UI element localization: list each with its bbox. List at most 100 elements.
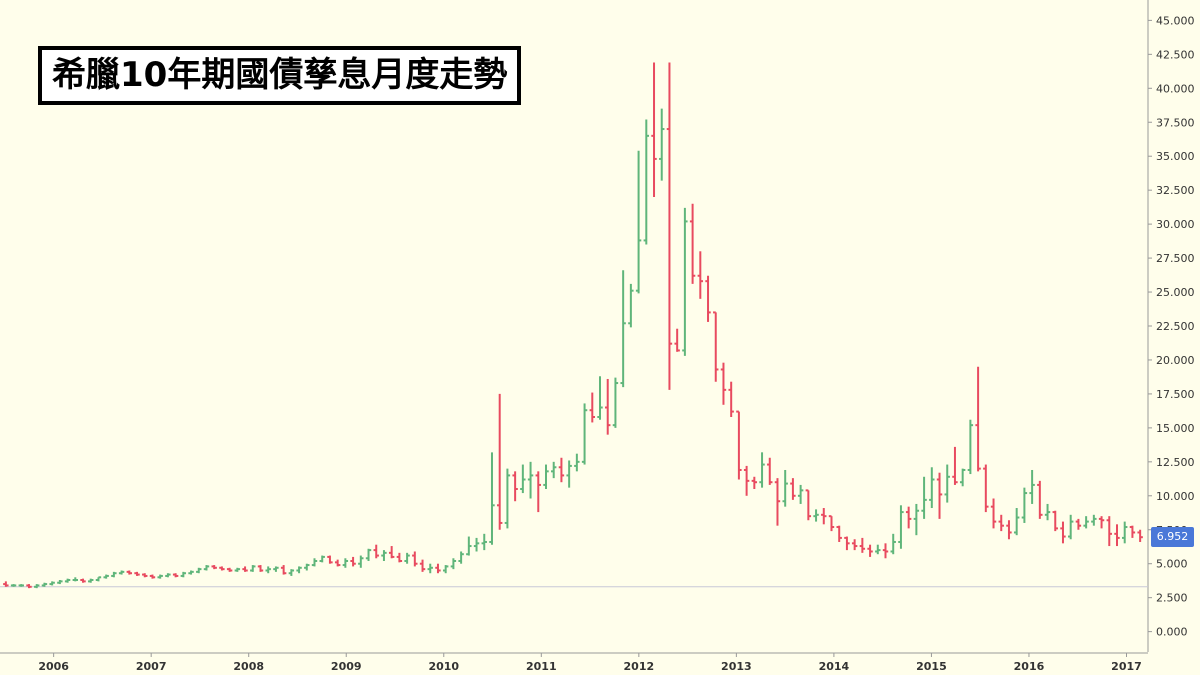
ohlc-bar	[628, 283, 634, 328]
x-tick-label: 2012	[624, 660, 655, 673]
x-tick-label: 2017	[1111, 660, 1142, 673]
ohlc-bar	[1067, 514, 1074, 540]
ohlc-bar	[867, 544, 873, 557]
ohlc-bar	[1013, 508, 1020, 536]
ohlc-bar	[851, 539, 858, 551]
y-tick-label: 32.500	[1156, 184, 1195, 197]
ohlc-bar	[257, 565, 264, 572]
ohlc-bar	[142, 573, 148, 578]
ohlc-bar	[342, 558, 349, 568]
y-tick-label: 30.000	[1156, 218, 1195, 231]
ohlc-bar	[551, 461, 557, 479]
x-tick-label: 2008	[233, 660, 264, 673]
x-tick-label: 2011	[526, 660, 557, 673]
ohlc-bar	[797, 484, 804, 504]
x-tick-label: 2006	[38, 660, 69, 673]
ohlc-bar	[743, 465, 750, 496]
ohlc-bar	[196, 567, 202, 574]
ohlc-bar	[1137, 529, 1143, 542]
ohlc-bar	[574, 453, 580, 472]
ohlc-bar	[882, 543, 889, 559]
ohlc-bar	[180, 571, 187, 578]
ohlc-bar	[558, 457, 565, 483]
ohlc-bar	[998, 514, 1004, 532]
ohlc-bar	[188, 570, 194, 575]
ohlc-bar	[612, 377, 619, 428]
ohlc-bar	[713, 311, 719, 382]
ohlc-bar	[643, 119, 650, 245]
ohlc-bar	[149, 574, 156, 579]
ohlc-bar	[49, 581, 55, 586]
ohlc-bar	[936, 472, 943, 519]
ohlc-bar	[774, 478, 781, 526]
ohlc-bar	[674, 328, 680, 352]
ohlc-bar	[520, 464, 526, 494]
ohlc-bar	[1052, 510, 1058, 532]
ohlc-bar	[103, 574, 109, 579]
ohlc-bar	[581, 403, 588, 465]
ohlc-bar	[705, 275, 711, 322]
ohlc-bar	[990, 498, 997, 529]
ohlc-bar	[334, 559, 341, 567]
ohlc-bar	[172, 573, 179, 578]
last-price-tag: 6.952	[1151, 527, 1194, 548]
ohlc-bar	[635, 150, 642, 294]
ohlc-bar	[805, 489, 812, 521]
x-tick-label: 2015	[916, 660, 947, 673]
ohlc-bar	[273, 566, 279, 572]
ohlc-bar	[80, 578, 86, 583]
ohlc-bar	[165, 573, 171, 578]
ohlc-bar	[767, 457, 773, 485]
ohlc-bar	[419, 559, 426, 572]
ohlc-bar	[828, 515, 835, 532]
ohlc-bar	[404, 552, 410, 564]
y-tick-label: 40.000	[1156, 82, 1195, 95]
ohlc-bar	[697, 251, 704, 299]
y-tick-label: 25.000	[1156, 286, 1195, 299]
ohlc-bar	[666, 62, 673, 390]
y-tick-label: 22.500	[1156, 320, 1195, 333]
x-tick-label: 2014	[819, 660, 850, 673]
ohlc-bar	[365, 548, 372, 561]
ohlc-bar	[736, 410, 742, 480]
ohlc-bar	[689, 203, 696, 284]
ohlc-bar	[134, 571, 140, 576]
ohlc-bar	[88, 578, 94, 583]
ohlc-bar	[211, 565, 217, 570]
y-tick-label: 27.500	[1156, 252, 1195, 265]
ohlc-bar	[504, 468, 511, 529]
ohlc-bar	[659, 108, 665, 181]
ohlc-bar	[203, 565, 210, 571]
ohlc-bar	[929, 467, 935, 509]
ohlc-bar	[435, 563, 441, 574]
ohlc-bar	[157, 574, 163, 579]
ohlc-bar	[381, 550, 387, 561]
ohlc-bar	[373, 544, 379, 559]
ohlc-bar	[489, 452, 495, 545]
ohlc-bar	[682, 207, 688, 356]
x-tick-label: 2016	[1014, 660, 1045, 673]
ohlc-bar	[759, 452, 765, 488]
y-tick-label: 20.000	[1156, 354, 1195, 367]
ohlc-bar	[952, 446, 958, 485]
ohlc-bar	[1006, 520, 1012, 540]
y-tick-label: 45.000	[1156, 14, 1195, 27]
ohlc-bar	[1098, 516, 1105, 529]
x-tick-label: 2007	[136, 660, 167, 673]
ohlc-bar	[890, 533, 896, 555]
ohlc-bar	[219, 566, 225, 571]
y-tick-label: 2.500	[1156, 592, 1188, 605]
y-tick-label: 10.000	[1156, 490, 1195, 503]
ohlc-bar	[597, 376, 603, 420]
ohlc-bar	[1114, 524, 1120, 547]
ohlc-bar	[1091, 514, 1097, 526]
ohlc-bar	[496, 393, 503, 530]
x-tick-label: 2010	[428, 660, 459, 673]
y-tick-label: 35.000	[1156, 150, 1195, 163]
ohlc-bar	[566, 460, 572, 488]
ohlc-bar	[967, 419, 974, 475]
y-tick-label: 15.000	[1156, 422, 1195, 435]
ohlc-bar	[898, 505, 904, 549]
ohlc-bar	[10, 584, 17, 587]
